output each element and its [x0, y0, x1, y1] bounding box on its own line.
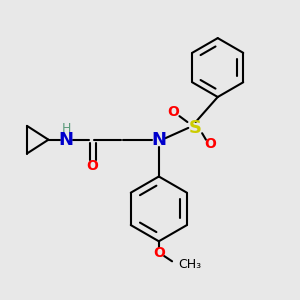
- Text: O: O: [87, 159, 98, 173]
- Text: O: O: [153, 246, 165, 260]
- Text: H: H: [62, 122, 71, 135]
- Text: S: S: [189, 119, 202, 137]
- Text: O: O: [204, 137, 216, 151]
- Text: CH₃: CH₃: [178, 258, 201, 271]
- Text: O: O: [168, 105, 179, 119]
- Text: N: N: [58, 131, 74, 149]
- Text: N: N: [151, 131, 166, 149]
